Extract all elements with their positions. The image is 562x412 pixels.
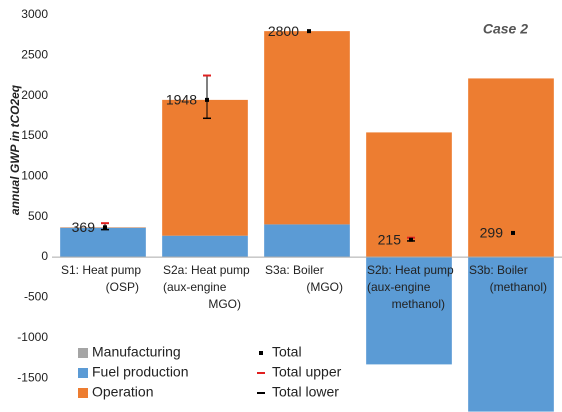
y-tick-label: 500: [28, 209, 48, 223]
bar-segment: [366, 132, 452, 257]
chart-title: Case 2: [483, 21, 528, 37]
y-tick-label: 1000: [21, 169, 48, 183]
y-tick-label: 0: [41, 249, 48, 263]
legend-label: Total lower: [272, 384, 339, 400]
legend-label: Fuel production: [92, 364, 189, 380]
y-axis-label: annual GWP in tCO2eq: [8, 84, 22, 215]
total-marker: [103, 225, 107, 230]
x-tick-label: (MGO): [306, 280, 343, 294]
x-tick-label: (methanol): [490, 280, 547, 294]
x-tick-label: S3b: Boiler: [469, 263, 528, 277]
legend-swatch: [78, 388, 88, 398]
x-tick-label: methanol): [392, 297, 445, 311]
legend-swatch: [78, 368, 88, 378]
x-tick-label: (aux-engine: [163, 280, 227, 294]
total-marker: [205, 97, 209, 102]
legend-label: Total: [272, 344, 302, 360]
total-marker: [307, 29, 311, 34]
total-marker: [409, 237, 413, 242]
legend-label: Total upper: [272, 364, 342, 380]
x-tick-label: S1: Heat pump: [61, 263, 141, 277]
data-label: 299: [480, 225, 504, 241]
x-tick-label: S3a: Boiler: [265, 263, 324, 277]
x-tick-label: MGO): [208, 297, 241, 311]
x-tick-label: S2a: Heat pump: [163, 263, 250, 277]
y-tick-label: 1500: [21, 128, 48, 142]
data-label: 215: [378, 231, 402, 247]
y-tick-label: -1500: [17, 370, 48, 384]
y-tick-label: 3000: [21, 7, 48, 21]
y-tick-label: 2500: [21, 48, 48, 62]
bar-segment: [264, 31, 350, 225]
bar-segment: [468, 78, 554, 257]
total-marker: [511, 230, 515, 235]
bar-segment: [60, 227, 146, 257]
data-label: 2800: [268, 23, 299, 39]
bar-segment: [264, 224, 350, 257]
bar-segment: [366, 257, 452, 365]
x-tick-label: (aux-engine: [367, 280, 431, 294]
y-tick-label: -500: [24, 290, 48, 304]
y-tick-label: 2000: [21, 88, 48, 102]
y-tick-label: -1000: [17, 330, 48, 344]
bar-segment: [468, 257, 554, 412]
bar-segment: [162, 235, 248, 257]
legend-swatch: [78, 348, 88, 358]
data-label: 369: [72, 219, 96, 235]
legend-label: Operation: [92, 384, 153, 400]
x-tick-label: S2b: Heat pump: [367, 263, 454, 277]
bar-segment: [162, 99, 248, 236]
data-label: 1948: [166, 92, 197, 108]
legend-marker: [259, 351, 263, 355]
x-tick-label: (OSP): [106, 280, 139, 294]
legend-label: Manufacturing: [92, 344, 181, 360]
